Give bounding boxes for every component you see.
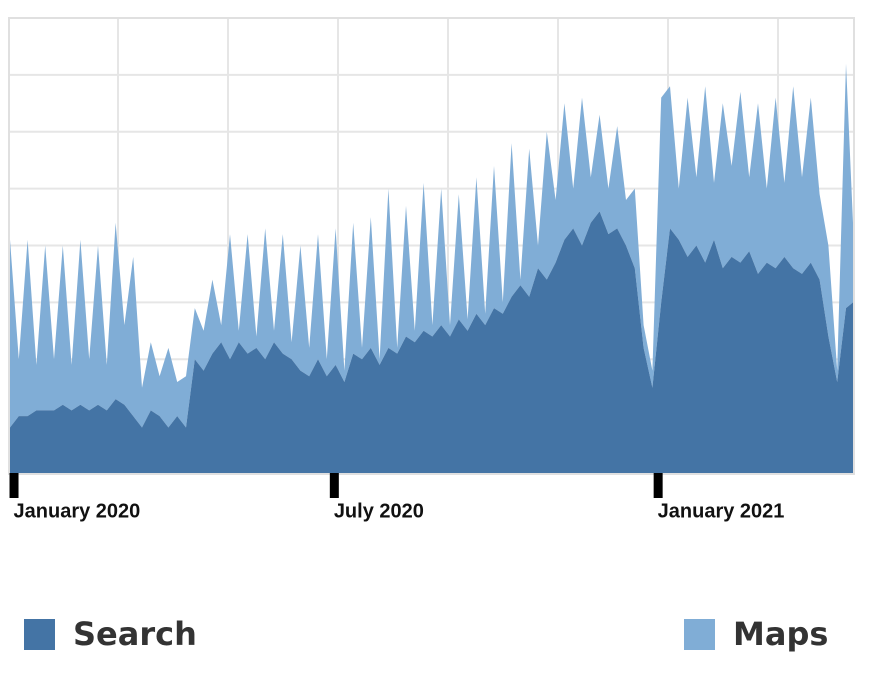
area xyxy=(10,211,853,473)
x-tick xyxy=(329,473,339,498)
x-axis: January 2020 July 2020 January 2021 xyxy=(9,473,785,522)
legend-swatch xyxy=(24,619,55,650)
legend-label: Search xyxy=(73,615,197,653)
x-tick-label: January 2020 xyxy=(14,500,141,522)
x-tick-label: January 2021 xyxy=(658,500,785,522)
legend-label: Maps xyxy=(733,615,828,653)
legend: Search Maps xyxy=(24,615,828,653)
plot-frame xyxy=(8,17,855,475)
x-tick xyxy=(9,473,19,498)
legend-swatch xyxy=(684,619,715,650)
x-tick xyxy=(653,473,663,498)
plot xyxy=(10,63,853,473)
x-tick-label: July 2020 xyxy=(334,500,424,522)
area xyxy=(10,63,853,428)
